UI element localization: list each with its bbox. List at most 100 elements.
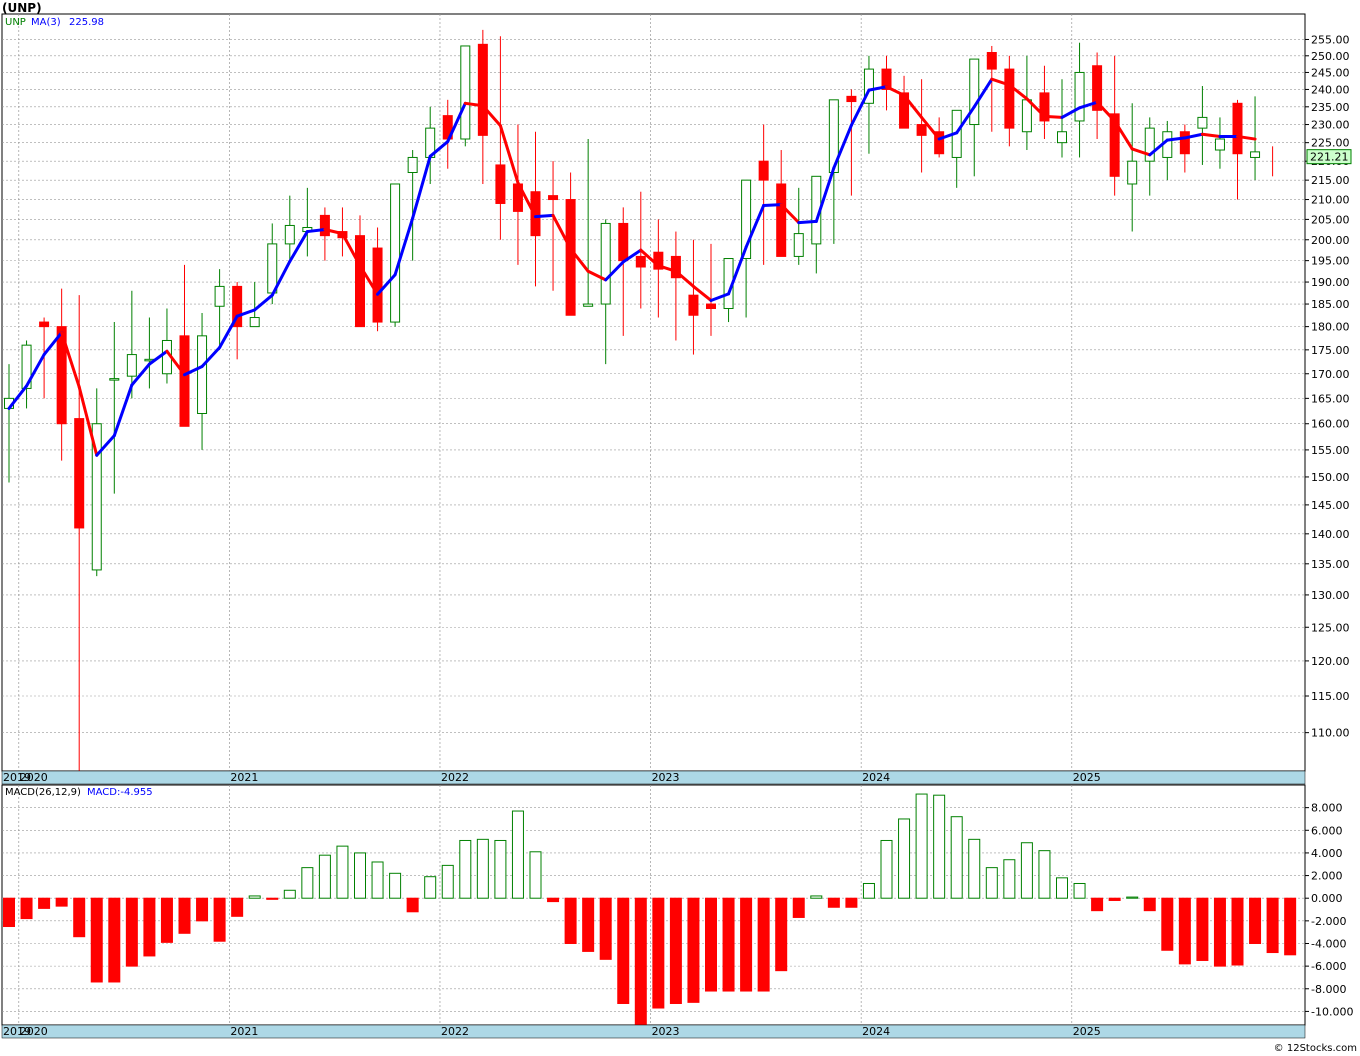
- ma-segment: [376, 273, 397, 296]
- ma-segment: [253, 293, 274, 312]
- macd-bar-negative: [845, 897, 858, 908]
- ma-segment: [534, 213, 555, 219]
- candle-down: [355, 235, 365, 328]
- chart-title: (UNP): [2, 1, 42, 15]
- candle-down: [670, 255, 681, 279]
- year-label: 2019: [3, 1025, 31, 1038]
- candle-up: [214, 285, 225, 307]
- ma-segment: [1183, 132, 1204, 140]
- ma-segment: [656, 264, 678, 273]
- year-label: 2024: [862, 771, 890, 784]
- macd-y-tick-label: 4.000: [1311, 847, 1343, 860]
- candle-down: [39, 321, 50, 328]
- ma-segment: [1113, 119, 1134, 151]
- legend-symbol: UNP: [5, 17, 26, 28]
- macd-bar-negative: [108, 897, 121, 983]
- macd-bar-positive: [933, 794, 946, 899]
- macd-bar-negative: [1196, 897, 1209, 961]
- ma-segment: [1007, 83, 1029, 101]
- macd-bar-negative: [406, 897, 419, 913]
- candle-up: [284, 224, 295, 245]
- candle-up: [197, 335, 208, 414]
- year-label: 2023: [652, 771, 680, 784]
- ma-segment: [797, 219, 818, 225]
- candle-up: [1250, 151, 1261, 158]
- y-tick-label: 110.00: [1311, 727, 1350, 740]
- macd-bar-positive: [354, 852, 366, 899]
- ma-segment: [621, 248, 643, 264]
- macd-bar-positive: [915, 793, 928, 899]
- macd-bar-negative: [740, 897, 753, 992]
- candle-up: [109, 378, 120, 381]
- candle-up: [1127, 160, 1138, 185]
- macd-bar-negative: [55, 897, 68, 907]
- macd-bar-positive: [880, 839, 893, 899]
- candle-down: [916, 124, 927, 136]
- candle-down: [232, 285, 243, 328]
- y-tick-label: 215.00: [1311, 174, 1350, 187]
- macd-bar-positive: [494, 839, 507, 899]
- ma-segment: [323, 228, 344, 236]
- candle-down: [1232, 102, 1243, 155]
- year-label: 2021: [230, 771, 258, 784]
- macd-bar-positive: [1038, 850, 1051, 899]
- ma-segment: [779, 203, 801, 225]
- macd-bar-negative: [1266, 897, 1279, 954]
- y-tick-label: 255.00: [1311, 33, 1350, 46]
- macd-bar-positive: [318, 854, 331, 899]
- price-y-axis: 110.00 115.00 120.00 125.00 130.00 135.00 140.…: [1305, 33, 1350, 740]
- year-label: 2020: [20, 1025, 48, 1038]
- y-tick-label: 235.00: [1311, 101, 1350, 114]
- macd-y-tick-label: 6.000: [1311, 824, 1343, 837]
- ma-segment: [147, 349, 169, 366]
- candle-down: [776, 183, 787, 257]
- year-label: 2022: [441, 771, 469, 784]
- y-tick-label: 170.00: [1311, 368, 1350, 381]
- macd-bar-negative: [792, 897, 805, 918]
- candle-up: [863, 68, 874, 104]
- legend-ma-name: MA(3): [31, 17, 61, 28]
- macd-histogram: [3, 793, 1297, 1027]
- year-label: 2021: [230, 1025, 258, 1038]
- ma-segment: [481, 104, 502, 128]
- candle-down: [986, 52, 997, 70]
- candle-up: [126, 354, 137, 377]
- macd-bar-negative: [827, 897, 840, 908]
- candle-up: [1214, 138, 1225, 151]
- ma-segment: [955, 105, 976, 135]
- candle-down: [477, 43, 488, 136]
- macd-bar-negative: [3, 897, 15, 928]
- macd-bar-positive: [1073, 882, 1086, 899]
- macd-bar-negative: [775, 897, 788, 972]
- candle-down: [1039, 92, 1050, 122]
- candle-down: [758, 160, 769, 181]
- y-tick-label: 240.00: [1311, 83, 1350, 96]
- y-tick-label: 120.00: [1311, 655, 1350, 668]
- macd-y-tick-label: -2.000: [1311, 915, 1346, 928]
- candle-down: [1109, 113, 1120, 177]
- candle-down: [846, 95, 857, 103]
- macd-y-tick-label: 8.000: [1311, 802, 1343, 815]
- macd-bar-negative: [125, 897, 138, 967]
- y-tick-label: 250.00: [1311, 50, 1350, 63]
- ma-segment: [604, 260, 625, 282]
- macd-bar-negative: [73, 897, 86, 938]
- y-tick-label: 140.00: [1311, 528, 1350, 541]
- year-label: 2025: [1073, 1025, 1101, 1038]
- macd-bar-negative: [90, 897, 103, 983]
- macd-bar-negative: [1213, 897, 1226, 967]
- candle-up: [460, 45, 471, 140]
- macd-bar-negative: [705, 897, 717, 992]
- candle-down: [74, 418, 85, 529]
- ma-segment: [235, 308, 257, 318]
- macd-bar-positive: [441, 864, 454, 899]
- ma-segment: [1236, 134, 1257, 141]
- ma-segment: [902, 93, 924, 119]
- ma-segment: [551, 213, 573, 251]
- ma-segment: [639, 248, 660, 268]
- ma-segment: [885, 85, 906, 97]
- macd-bar-negative: [599, 897, 612, 960]
- candle-down: [1179, 131, 1190, 155]
- macd-bar-negative: [722, 897, 735, 992]
- candle-up: [407, 156, 418, 174]
